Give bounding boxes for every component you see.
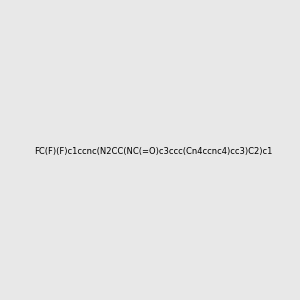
Text: FC(F)(F)c1ccnc(N2CC(NC(=O)c3ccc(Cn4ccnc4)cc3)C2)c1: FC(F)(F)c1ccnc(N2CC(NC(=O)c3ccc(Cn4ccnc4… <box>34 147 273 156</box>
